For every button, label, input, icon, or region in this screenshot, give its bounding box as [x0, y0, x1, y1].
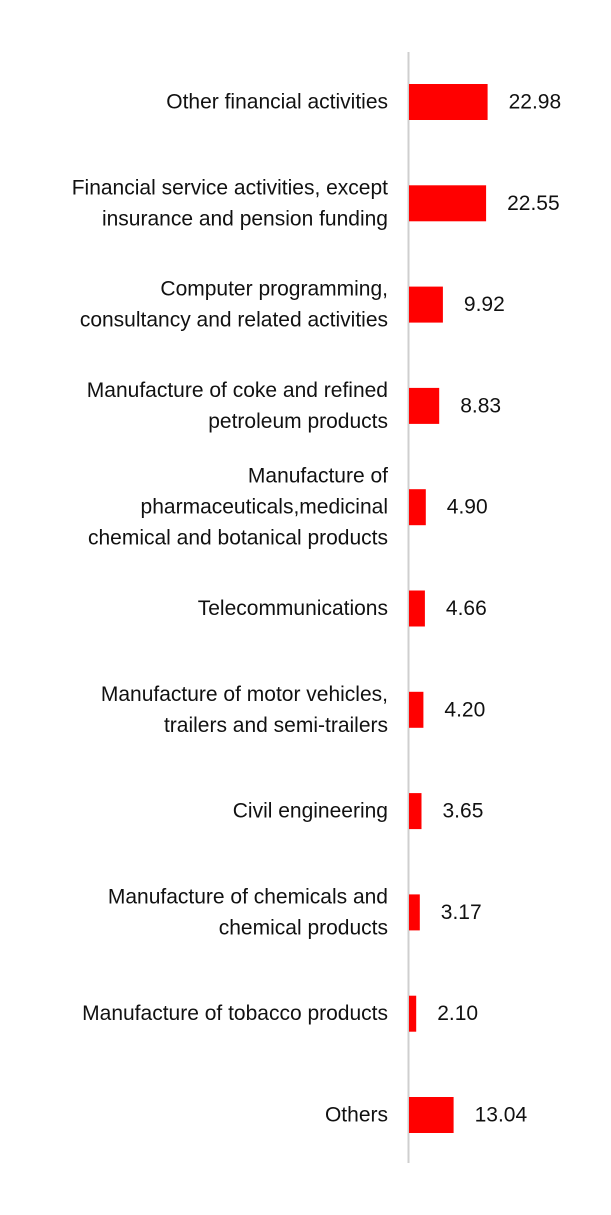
- bar-value-label: 4.90: [447, 496, 488, 519]
- bar-value-label: 22.98: [509, 91, 562, 114]
- value-labels-group: 22.98 22.55 9.92 8.83 4.90 4.66 4.20 3.65 3.17 2.…: [437, 91, 561, 1127]
- category-label-line: trailers and semi-trailers: [164, 714, 388, 737]
- bar: [409, 793, 422, 830]
- category-label-line: Telecommunications: [198, 597, 388, 620]
- bar: [409, 387, 440, 424]
- category-label: Telecommunications: [198, 597, 388, 620]
- category-label-line: pharmaceuticals,medicinal: [141, 496, 388, 519]
- category-label: Manufacture of coke and refined petroleum…: [87, 379, 388, 433]
- bar-value-label: 9.92: [464, 293, 505, 316]
- category-label-line: Civil engineering: [233, 800, 388, 823]
- category-label-line: petroleum products: [208, 410, 388, 433]
- category-label-line: chemical and botanical products: [88, 527, 388, 550]
- bar-value-label: 3.17: [441, 901, 482, 924]
- category-label: Civil engineering: [233, 800, 388, 823]
- category-label-line: Manufacture of coke and refined: [87, 379, 388, 402]
- category-label: Others: [325, 1104, 388, 1127]
- bar: [409, 489, 426, 526]
- category-label: Other financial activities: [166, 91, 388, 114]
- category-label-line: Computer programming,: [160, 278, 388, 301]
- bar: [409, 185, 487, 222]
- category-label: Manufacture of pharmaceuticals,medicinal c…: [88, 465, 388, 550]
- bar-value-label: 13.04: [475, 1104, 528, 1127]
- category-label: Manufacture of motor vehicles, trailers a…: [101, 683, 388, 737]
- bar: [409, 894, 420, 931]
- category-label: Manufacture of tobacco products: [82, 1002, 388, 1025]
- bar: [409, 286, 443, 323]
- category-label-line: Financial service activities, except: [72, 176, 388, 199]
- category-label-line: Other financial activities: [166, 91, 388, 114]
- bar-value-label: 4.66: [446, 597, 487, 620]
- bar-value-label: 2.10: [437, 1002, 478, 1025]
- bars-group: [409, 84, 488, 1133]
- bar: [409, 691, 424, 728]
- category-label: Financial service activities, except insu…: [72, 176, 388, 230]
- category-label-line: Manufacture of tobacco products: [82, 1002, 388, 1025]
- bar-value-label: 3.65: [443, 800, 484, 823]
- category-label-line: Manufacture of motor vehicles,: [101, 683, 388, 706]
- bar: [409, 995, 417, 1032]
- bar: [409, 1097, 454, 1133]
- bar-value-label: 8.83: [460, 394, 501, 417]
- category-label: Computer programming, consultancy and rel…: [80, 278, 388, 332]
- bar: [409, 84, 488, 120]
- bar-value-label: 4.20: [444, 698, 485, 721]
- category-label-line: Manufacture of chemicals and: [108, 885, 388, 908]
- category-label-line: consultancy and related activities: [80, 309, 388, 332]
- bar: [409, 590, 425, 627]
- category-label-line: Manufacture of: [248, 465, 388, 488]
- category-label: Manufacture of chemicals and chemical pro…: [108, 885, 388, 939]
- bar-value-label: 22.55: [507, 192, 560, 215]
- category-label-line: Others: [325, 1104, 388, 1127]
- category-labels-group: Other financial activities Financial serv…: [72, 91, 388, 1127]
- category-label-line: chemical products: [219, 916, 388, 939]
- category-label-line: insurance and pension funding: [102, 207, 388, 230]
